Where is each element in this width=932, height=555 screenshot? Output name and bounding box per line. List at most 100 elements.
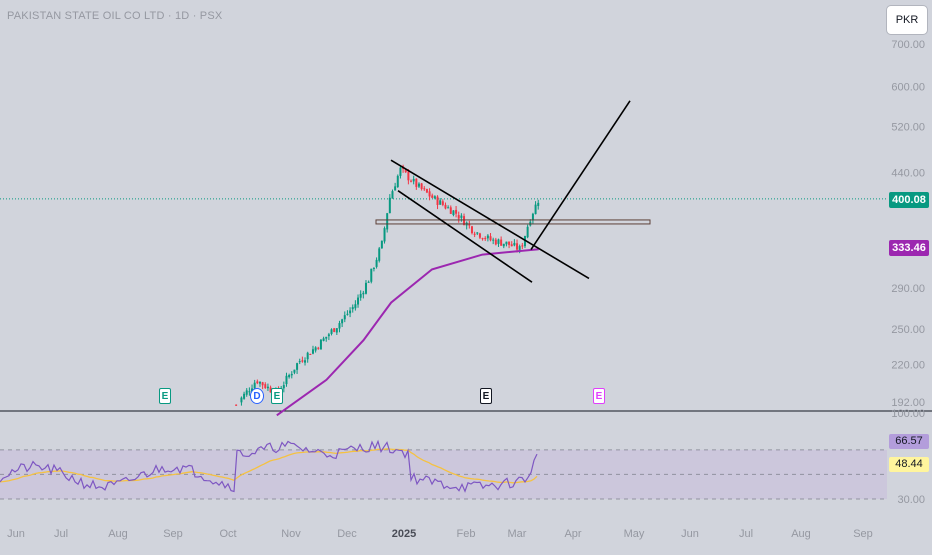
candle-body-80: [449, 207, 452, 214]
rsi-axis-tick-label: 30.00: [897, 494, 925, 506]
candle-body-69: [420, 183, 423, 189]
price-axis-tick-label: 440.00: [891, 167, 925, 179]
candle-body-111: [531, 213, 534, 221]
rsi-ma-value-label: 48.44: [889, 457, 929, 472]
candle-body-46: [359, 293, 362, 298]
candle-body-89: [473, 233, 476, 235]
candle-body-73: [431, 195, 434, 198]
candle-body-57: [388, 197, 391, 214]
candle-body-4: [248, 391, 251, 393]
candle-body-103: [510, 244, 513, 247]
candle-body-1: [240, 397, 243, 403]
candle-body-97: [494, 239, 497, 245]
candle-body-53: [378, 248, 381, 261]
candle-body-60: [396, 175, 399, 187]
candle-body-94: [486, 235, 489, 239]
candle-body-92: [481, 238, 484, 240]
candle-body-52: [375, 259, 378, 267]
candle-body-6: [253, 382, 256, 389]
candle-body-100: [502, 243, 505, 247]
candle-body-64: [407, 171, 410, 181]
candle-body-41: [346, 313, 349, 315]
price-axis-tick-label: 220.00: [891, 359, 925, 371]
time-axis-tick-label: Jul: [54, 528, 68, 540]
last-price-label: 400.08: [889, 192, 929, 208]
candle-body-49: [367, 281, 370, 283]
candle-body-40: [343, 315, 346, 320]
candle-body-23: [298, 361, 301, 363]
candle-body-75: [436, 196, 439, 205]
candle-body-79: [447, 207, 450, 209]
candle-body-2: [243, 393, 246, 399]
candle-body-77: [441, 201, 444, 205]
candle-body-34: [327, 334, 330, 337]
earnings-marker[interactable]: E: [480, 388, 492, 404]
candle-body-83: [457, 215, 460, 219]
time-axis-tick-label: Oct: [219, 528, 236, 540]
candle-body-90: [476, 232, 479, 234]
price-axis-tick-label: 520.00: [891, 121, 925, 133]
channel-upper-line: [390, 159, 590, 280]
candle-body-113: [537, 202, 540, 206]
candle-body-45: [357, 297, 360, 305]
candle-body-18: [285, 375, 288, 385]
candle-body-43: [351, 307, 354, 310]
candle-body-29: [314, 347, 317, 351]
candle-body-55: [383, 228, 386, 242]
earnings-marker[interactable]: E: [271, 388, 283, 404]
candle-body-96: [492, 239, 495, 241]
candle-body-7: [256, 381, 259, 384]
time-axis-tick-label: Sep: [163, 528, 183, 540]
candle-body-106: [518, 246, 521, 250]
candle-body-104: [513, 242, 516, 246]
candle-body-98: [497, 239, 500, 244]
candle-body-21: [293, 369, 296, 373]
candle-body-36: [333, 328, 336, 332]
earnings-marker[interactable]: E: [159, 388, 171, 404]
time-axis-tick-label: Feb: [457, 528, 476, 540]
candle-body-99: [500, 239, 503, 246]
symbol-title: PAKISTAN STATE OIL CO LTD · 1D · PSX: [7, 10, 223, 22]
currency-button[interactable]: PKR: [886, 5, 928, 35]
candle-body-44: [354, 304, 357, 309]
candle-body-47: [362, 292, 365, 295]
candle-body-19: [288, 374, 291, 378]
time-axis-tick-label: Jun: [681, 528, 699, 540]
candle-body-22: [296, 363, 299, 370]
candle-body-68: [417, 183, 420, 187]
candle-body-58: [391, 191, 394, 199]
candle-body-76: [439, 200, 442, 205]
candle-body-20: [290, 373, 293, 376]
candle-body-107: [521, 245, 524, 247]
earnings-marker[interactable]: E: [593, 388, 605, 404]
time-axis-tick-label: Jun: [7, 528, 25, 540]
price-axis-tick-label: 600.00: [891, 82, 925, 94]
candle-body-0: [235, 404, 238, 406]
candle-body-61: [399, 167, 402, 176]
horizontal-level: [375, 219, 651, 225]
time-axis-tick-label: Aug: [791, 528, 811, 540]
candle-body-105: [516, 243, 519, 250]
price-axis-tick-label: 290.00: [891, 283, 925, 295]
candle-body-24: [301, 360, 304, 362]
ma-value-label: 333.46: [889, 240, 929, 256]
candle-body-70: [423, 188, 426, 190]
candle-body-10: [264, 384, 267, 388]
dividend-marker[interactable]: D: [250, 388, 264, 404]
candle-body-112: [534, 204, 537, 215]
rsi-axis-tick-label: 100.00: [891, 408, 925, 420]
candle-body-82: [455, 209, 458, 214]
candle-body-63: [404, 169, 407, 173]
candle-body-59: [394, 186, 397, 191]
candle-body-95: [489, 236, 492, 241]
candle-body-56: [386, 213, 389, 230]
time-axis-tick-label: Aug: [108, 528, 128, 540]
candle-body-109: [526, 226, 529, 238]
candle-body-72: [428, 191, 431, 197]
candle-body-17: [282, 385, 285, 389]
candle-body-87: [468, 223, 471, 226]
projection-line: [530, 100, 631, 251]
candle-body-102: [508, 241, 511, 245]
